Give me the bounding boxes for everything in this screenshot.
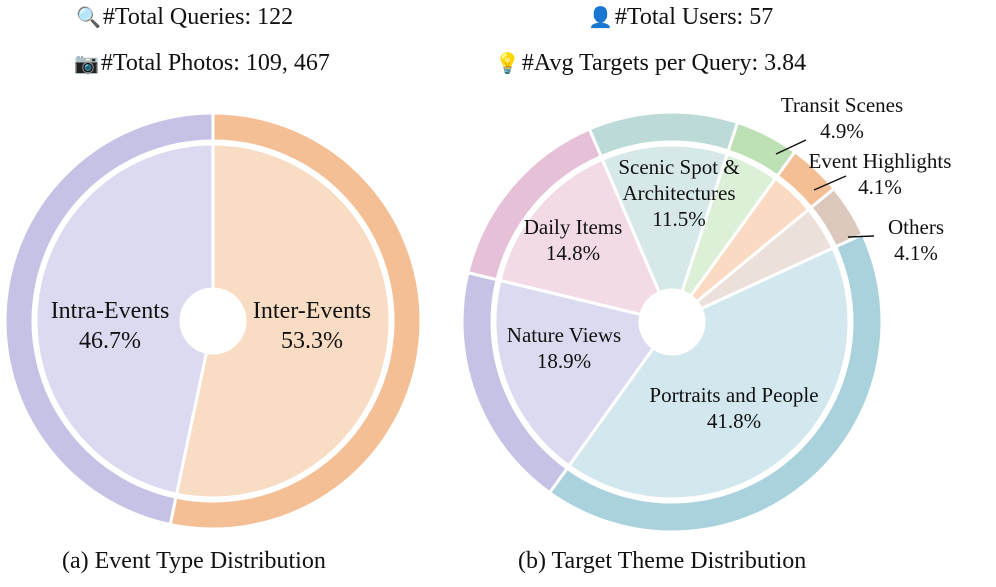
slice-label-portraits-and-people: Portraits and People 41.8% [649,383,818,433]
slice-label-event-highlights: Event Highlights 4.1% [809,149,952,199]
slice-portraits-and-people [566,246,851,501]
slice-label-scenic-spot-architectures: Scenic Spot & Architectures 11.5% [618,155,739,231]
slice-others [694,207,835,311]
user-icon: 👤 [588,7,613,29]
stat-total-photos: 📷#Total Photos: 109, 467 [74,50,330,77]
pie-chart-a: Inter-Events 53.3% Intra-Events 46.7% [3,111,423,531]
outer-ring-intra-events [3,111,215,527]
pie-chart-b: Portraits and People 41.8% Nature Views 18.… [460,93,952,534]
stat-text: #Total Photos: 109, 467 [100,50,330,76]
slice-daily-items [498,157,662,317]
slice-nature-views [493,278,656,468]
leader-line-transit-scenes [775,139,807,155]
chart-a-caption: (a) Event Type Distribution [62,548,326,574]
slice-label-others: Others 4.1% [888,215,944,265]
camera-icon: 📷 [74,53,99,75]
slice-scenic-spot-architectures [600,143,730,295]
stat-total-queries: 🔍#Total Queries: 122 [76,4,293,31]
slice-label-inter-events: Inter-Events 53.3% [253,298,371,354]
stat-text: #Avg Targets per Query: 3.84 [521,50,807,76]
stat-total-users: 👤#Total Users: 57 [588,4,773,31]
slice-intra-events [34,142,215,496]
stat-avg-targets: 💡#Avg Targets per Query: 3.84 [495,50,806,77]
leader-line-event-highlights [813,175,847,191]
leader-line-others [847,235,875,238]
chart-b-caption: (b) Target Theme Distribution [518,548,807,574]
outer-ring-others [808,186,865,249]
slice-label-transit-scenes: Transit Scenes 4.9% [781,93,903,143]
slice-inter-events [174,142,392,500]
slice-label-intra-events: Intra-Events 46.7% [51,298,170,354]
stat-text: #Total Users: 57 [614,4,774,30]
slice-label-nature-views: Nature Views 18.9% [507,323,621,373]
slice-label-daily-items: Daily Items 14.8% [524,215,623,265]
magnifier-icon: 🔍 [76,7,101,29]
lightbulb-icon: 💡 [495,53,520,75]
stat-text: #Total Queries: 122 [102,4,294,30]
